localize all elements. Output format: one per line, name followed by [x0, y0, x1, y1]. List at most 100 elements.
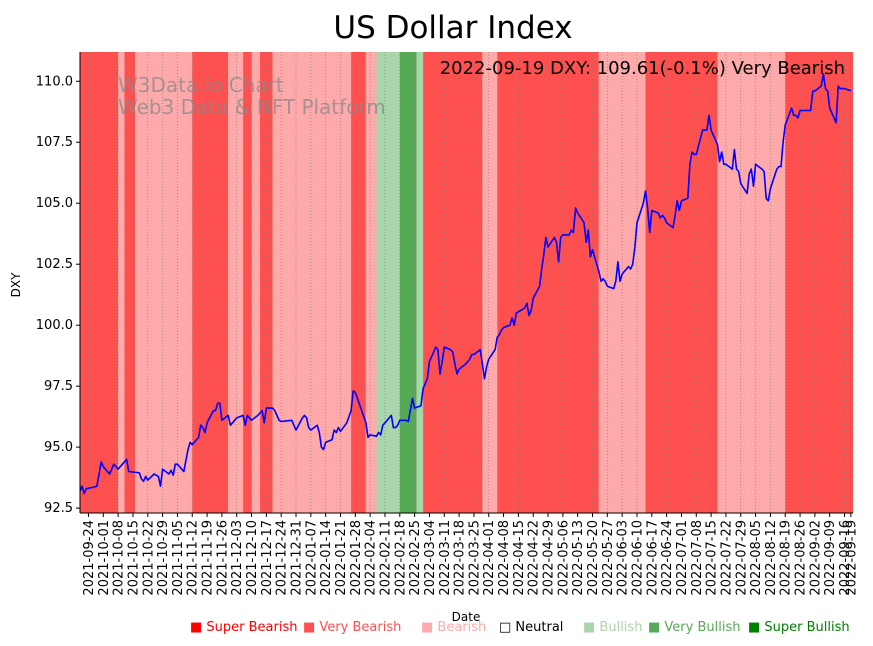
x-axis-label: Date: [452, 610, 481, 624]
x-tick-label: 2021-12-17: [260, 520, 275, 596]
x-tick-label: 2021-12-03: [230, 520, 245, 596]
sentiment-band-bullish: [416, 52, 424, 513]
sentiment-band-very_bearish: [124, 52, 136, 513]
legend-item: ■ Very Bearish: [303, 620, 401, 635]
x-tick-label: 2022-05-20: [586, 520, 601, 596]
x-tick-label: 2021-12-10: [245, 520, 260, 596]
legend-label: Very Bullish: [664, 620, 741, 635]
x-tick-label: 2022-03-11: [438, 520, 453, 596]
sentiment-band-bearish: [228, 52, 244, 513]
y-axis-label: DXY: [9, 272, 23, 297]
x-tick-label: 2022-07-01: [675, 520, 690, 596]
x-tick-label: 2021-11-19: [201, 520, 216, 596]
x-tick-label: 2022-04-08: [497, 520, 512, 596]
x-tick-label: 2022-02-25: [408, 520, 423, 596]
x-tick-label: 2022-03-04: [423, 520, 438, 596]
watermark-line-1: W3Data.io Chart: [118, 73, 284, 97]
legend-label: Bullish: [599, 620, 643, 635]
sentiment-legend: ■ Super Bearish ■ Very Bearish ■ Bearish □ …: [0, 620, 873, 640]
sentiment-band-very_bearish: [192, 52, 229, 513]
sentiment-band-bearish: [747, 52, 786, 513]
x-tick-label: 2022-07-29: [734, 520, 749, 596]
date-gridlines: [88, 52, 852, 513]
x-ticks: 2021-09-24 2021-10-01 2021-10-08 2021-10-15…: [82, 513, 859, 596]
x-tick-label: 2021-12-24: [275, 520, 290, 596]
legend-label: Bearish: [437, 620, 487, 635]
sentiment-band-very_bearish: [423, 52, 483, 513]
x-tick-label: 2022-02-18: [393, 520, 408, 596]
x-tick-label: 2022-01-21: [334, 520, 349, 596]
x-tick-label: 2022-06-24: [660, 520, 675, 596]
sentiment-background: [80, 52, 853, 513]
legend-swatch-icon: ■: [583, 620, 600, 635]
sentiment-band-very_bearish: [243, 52, 252, 513]
x-tick-label: 2022-09-19: [844, 520, 859, 596]
legend-item: ■ Super Bullish: [748, 620, 850, 635]
legend-swatch-icon: ■: [421, 620, 438, 635]
legend-item: ■ Bearish: [421, 620, 486, 635]
legend-swatch-icon: ■: [748, 620, 765, 635]
x-tick-label: 2022-04-15: [512, 520, 527, 596]
y-tick-label: 105.0: [36, 196, 73, 211]
sentiment-band-bearish: [482, 52, 498, 513]
x-tick-label: 2022-07-08: [690, 520, 705, 596]
y-tick-label: 95.0: [44, 440, 73, 455]
x-tick-label: 2021-10-15: [126, 520, 141, 596]
x-tick-label: 2022-07-15: [705, 520, 720, 596]
sentiment-band-bearish: [717, 52, 748, 513]
x-tick-label: 2022-04-22: [527, 520, 542, 596]
x-tick-label: 2022-08-26: [794, 520, 809, 596]
legend-swatch-icon: ■: [190, 620, 207, 635]
x-tick-label: 2022-04-29: [542, 520, 557, 596]
x-tick-label: 2021-09-24: [82, 520, 97, 596]
x-tick-label: 2022-09-02: [808, 520, 823, 596]
x-tick-label: 2022-09-09: [823, 520, 838, 596]
sentiment-band-very_bearish: [351, 52, 366, 513]
y-tick-label: 100.0: [36, 318, 73, 333]
axes: [79, 52, 853, 514]
x-tick-label: 2022-03-18: [453, 520, 468, 596]
legend-label: Neutral: [515, 620, 564, 635]
x-tick-label: 2021-10-22: [141, 520, 156, 596]
x-tick-label: 2022-08-19: [779, 520, 794, 596]
sentiment-band-bullish: [376, 52, 400, 513]
watermark-line-2: Web3 Data & NFT Platform: [118, 95, 386, 119]
sentiment-band-bearish: [272, 52, 290, 513]
y-tick-label: 110.0: [36, 74, 73, 89]
x-tick-label: 2022-01-14: [319, 520, 334, 596]
x-tick-label: 2022-08-05: [749, 520, 764, 596]
x-tick-label: 2022-01-07: [304, 520, 319, 596]
latest-value-annotation: 2022-09-19 DXY: 109.61(-0.1%) Very Beari…: [440, 58, 845, 79]
x-tick-label: 2022-06-10: [631, 520, 646, 596]
x-tick-label: 2022-05-06: [556, 520, 571, 596]
y-tick-label: 92.5: [44, 501, 73, 516]
x-tick-label: 2022-03-25: [467, 520, 482, 596]
legend-swatch-icon: □: [499, 620, 516, 635]
x-tick-label: 2022-05-27: [601, 520, 616, 596]
x-tick-label: 2021-12-31: [290, 520, 305, 596]
legend-label: Very Bearish: [319, 620, 402, 635]
y-ticks: 92.5 95.0 97.5 100.0 102.5 105.0 107.5 110.0: [36, 74, 80, 516]
x-tick-label: 2022-07-22: [719, 520, 734, 596]
y-tick-label: 97.5: [44, 379, 73, 394]
x-tick-label: 2022-08-12: [764, 520, 779, 596]
legend-item: □ Neutral: [499, 620, 563, 635]
sentiment-band-bearish: [135, 52, 193, 513]
legend-swatch-icon: ■: [303, 620, 320, 635]
sentiment-band-very_bearish: [785, 52, 853, 513]
sentiment-band-bearish: [118, 52, 125, 513]
legend-item: ■ Very Bullish: [648, 620, 740, 635]
sentiment-band-bearish: [365, 52, 377, 513]
legend-label: Super Bullish: [764, 620, 850, 635]
x-tick-label: 2022-09-16: [838, 520, 853, 596]
x-tick-label: 2022-06-17: [645, 520, 660, 596]
x-tick-label: 2022-06-03: [616, 520, 631, 596]
x-tick-label: 2022-05-13: [571, 520, 586, 596]
legend-item: ■ Bullish: [583, 620, 642, 635]
x-tick-label: 2022-01-28: [349, 520, 364, 596]
x-tick-label: 2021-11-26: [215, 520, 230, 596]
y-tick-label: 102.5: [36, 257, 73, 272]
sentiment-band-very_bearish: [260, 52, 273, 513]
legend-item: ■ Super Bearish: [190, 620, 298, 635]
